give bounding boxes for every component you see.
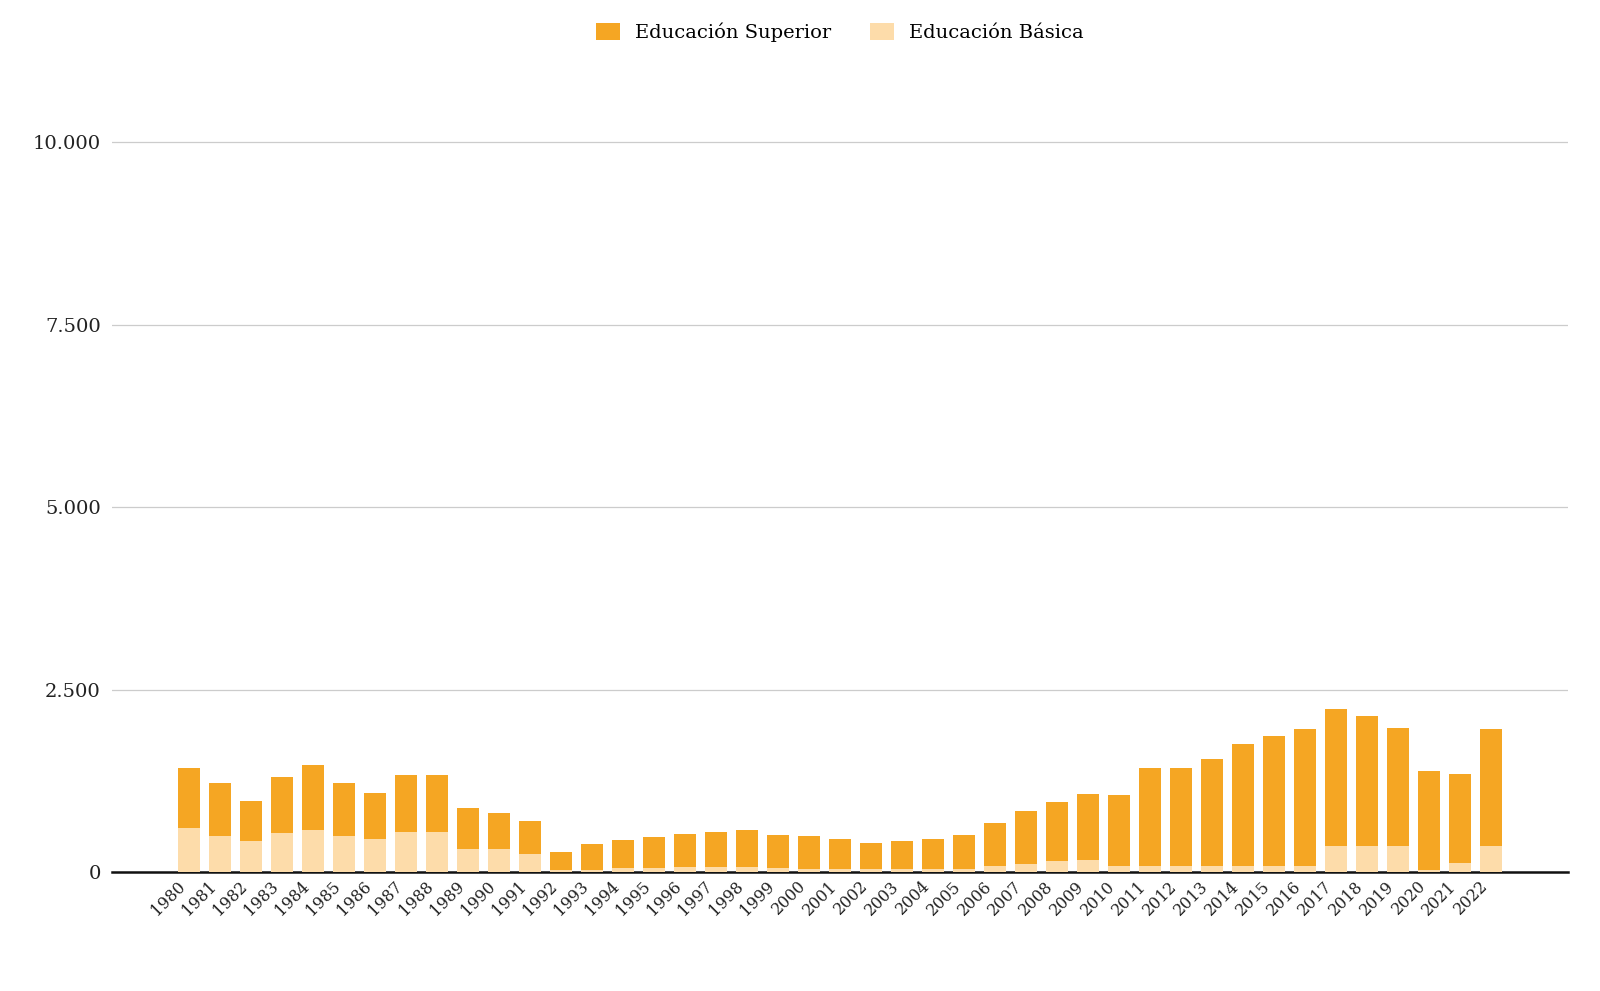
Bar xyxy=(736,867,758,872)
Bar xyxy=(1450,862,1470,872)
Bar xyxy=(736,830,758,867)
Bar xyxy=(1357,845,1378,872)
Bar xyxy=(426,775,448,831)
Bar xyxy=(1109,866,1130,872)
Bar xyxy=(613,868,634,872)
Bar xyxy=(302,765,323,829)
Bar xyxy=(1170,768,1192,866)
Bar xyxy=(458,808,478,848)
Bar xyxy=(1139,866,1162,872)
Bar xyxy=(1077,795,1099,860)
Bar xyxy=(395,832,418,872)
Bar xyxy=(1325,845,1347,872)
Bar xyxy=(954,869,974,872)
Bar xyxy=(240,801,262,841)
Bar xyxy=(581,843,603,870)
Bar xyxy=(333,783,355,835)
Bar xyxy=(706,867,726,872)
Bar xyxy=(891,840,914,869)
Bar xyxy=(270,832,293,872)
Bar xyxy=(426,831,448,872)
Bar xyxy=(922,838,944,869)
Bar xyxy=(240,841,262,872)
Bar xyxy=(488,849,510,872)
Bar xyxy=(922,869,944,872)
Bar xyxy=(674,867,696,872)
Bar xyxy=(365,793,386,839)
Bar xyxy=(1232,866,1254,872)
Bar xyxy=(1139,768,1162,866)
Bar xyxy=(829,869,851,872)
Bar xyxy=(178,828,200,872)
Bar xyxy=(1418,771,1440,870)
Bar xyxy=(1387,728,1410,846)
Bar xyxy=(1480,729,1502,845)
Bar xyxy=(178,768,200,828)
Bar xyxy=(1450,774,1470,862)
Bar xyxy=(613,840,634,868)
Bar xyxy=(1046,861,1067,872)
Bar xyxy=(674,834,696,867)
Bar xyxy=(1109,795,1130,866)
Bar xyxy=(1418,870,1440,872)
Bar xyxy=(984,866,1006,872)
Bar xyxy=(1077,860,1099,872)
Bar xyxy=(518,821,541,854)
Bar xyxy=(829,839,851,869)
Bar xyxy=(1202,866,1222,872)
Bar xyxy=(1014,812,1037,864)
Bar xyxy=(1294,729,1315,866)
Bar xyxy=(766,834,789,868)
Bar xyxy=(550,851,571,870)
Bar xyxy=(1046,802,1067,861)
Bar xyxy=(643,868,666,872)
Bar xyxy=(210,783,230,835)
Bar xyxy=(270,777,293,832)
Bar xyxy=(1387,846,1410,872)
Bar xyxy=(302,829,323,872)
Bar xyxy=(798,869,819,872)
Bar xyxy=(861,843,882,869)
Bar xyxy=(458,848,478,872)
Bar xyxy=(954,834,974,869)
Bar xyxy=(518,854,541,872)
Bar xyxy=(984,823,1006,866)
Bar xyxy=(581,870,603,872)
Bar xyxy=(210,835,230,872)
Bar xyxy=(1170,866,1192,872)
Bar xyxy=(706,832,726,867)
Bar xyxy=(1014,864,1037,872)
Bar xyxy=(798,836,819,869)
Bar xyxy=(365,839,386,872)
Bar xyxy=(1480,845,1502,872)
Bar xyxy=(1325,710,1347,845)
Bar xyxy=(1357,716,1378,845)
Bar xyxy=(395,775,418,832)
Legend: Educación Superior, Educación Básica: Educación Superior, Educación Básica xyxy=(589,15,1091,50)
Bar xyxy=(1202,759,1222,866)
Bar xyxy=(861,869,882,872)
Bar xyxy=(1232,743,1254,866)
Bar xyxy=(333,835,355,872)
Bar xyxy=(1262,866,1285,872)
Bar xyxy=(891,869,914,872)
Bar xyxy=(766,868,789,872)
Bar xyxy=(643,837,666,868)
Bar xyxy=(1262,736,1285,866)
Bar xyxy=(1294,866,1315,872)
Bar xyxy=(550,870,571,872)
Bar xyxy=(488,813,510,849)
